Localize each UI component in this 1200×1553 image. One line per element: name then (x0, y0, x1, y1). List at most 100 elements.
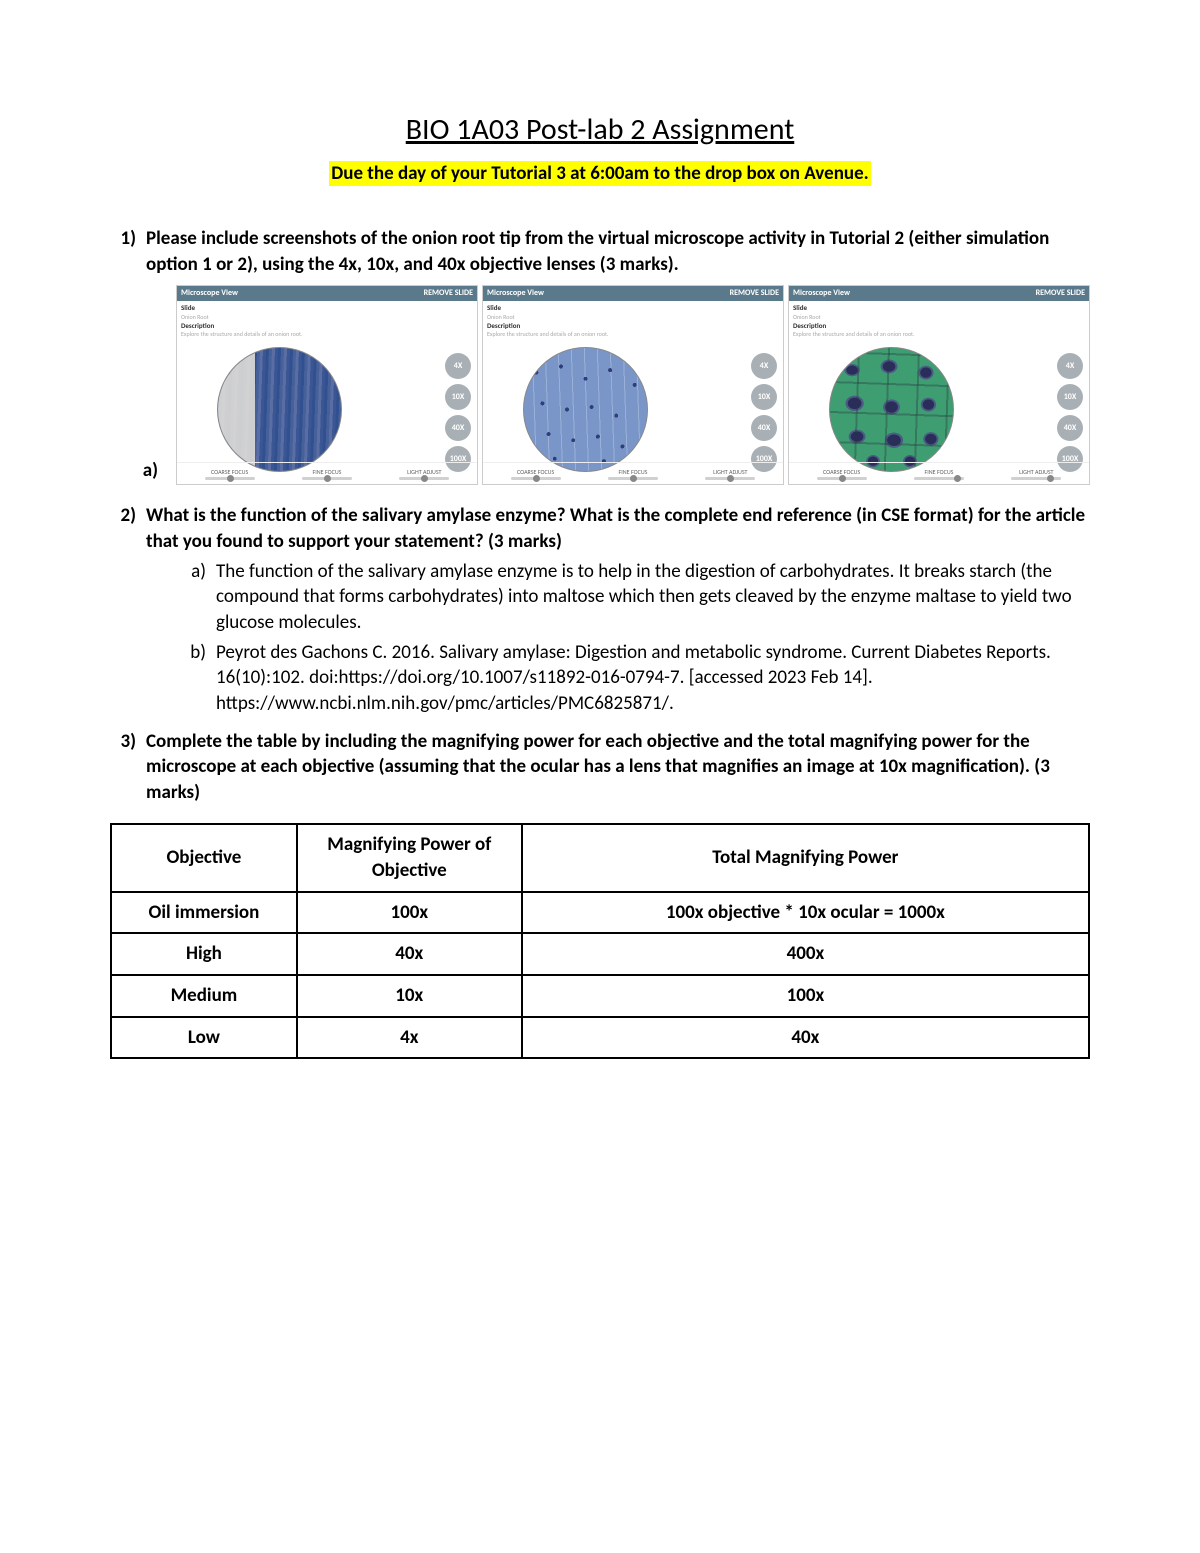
mag-4x-button[interactable]: 4X (751, 353, 777, 379)
ms-header: Microscope View REMOVE SLIDE (789, 286, 1089, 301)
slider-light[interactable]: LIGHT ADJUST (1011, 468, 1061, 480)
question-3: 3) Complete the table by including the m… (110, 729, 1090, 806)
desc-label: Description (793, 321, 826, 330)
slide-value: Onion Root (487, 313, 779, 321)
ms-footer: COARSE FOCUS FINE FOCUS LIGHT ADJUST (177, 462, 477, 484)
question-list: 1) Please include screenshots of the oni… (110, 226, 1090, 277)
mag-buttons: 4X 10X 40X 100X (751, 353, 777, 472)
desc-value: Explore the structure and details of an … (793, 330, 1085, 338)
sample-view-10x (523, 347, 648, 472)
microscope-panel-40x: Microscope View REMOVE SLIDE Slide Onion… (788, 285, 1090, 485)
ms-remove-slide[interactable]: REMOVE SLIDE (1036, 288, 1085, 299)
sample-view-40x (829, 347, 954, 472)
slide-label: Slide (181, 303, 195, 312)
slider-light[interactable]: LIGHT ADJUST (399, 468, 449, 480)
q2-sublist: a) The function of the salivary amylase … (186, 559, 1090, 717)
mag-40x-button[interactable]: 40X (751, 415, 777, 441)
microscope-panel-10x: Microscope View REMOVE SLIDE Slide Onion… (482, 285, 784, 485)
slide-label: Slide (487, 303, 501, 312)
magnification-table: Objective Magnifying Power of Objective … (110, 823, 1090, 1059)
ms-header-title: Microscope View (793, 288, 850, 299)
table-row: Oil immersion 100x 100x objective * 10x … (111, 892, 1089, 934)
screenshot-row: a) Microscope View REMOVE SLIDE Slide On… (110, 285, 1090, 485)
microscope-panel-4x: Microscope View REMOVE SLIDE Slide Onion… (176, 285, 478, 485)
ms-meta: Slide Onion Root Description Explore the… (177, 301, 477, 339)
th-mag-power: Magnifying Power of Objective (297, 824, 522, 891)
ms-footer: COARSE FOCUS FINE FOCUS LIGHT ADJUST (789, 462, 1089, 484)
slider-light[interactable]: LIGHT ADJUST (705, 468, 755, 480)
q2-b-text: Peyrot des Gachons C. 2016. Salivary amy… (216, 640, 1090, 717)
sample-view-4x (217, 347, 342, 472)
th-objective: Objective (111, 824, 297, 891)
mag-40x-button[interactable]: 40X (445, 415, 471, 441)
question-2: 2) What is the function of the salivary … (110, 503, 1090, 720)
ms-remove-slide[interactable]: REMOVE SLIDE (424, 288, 473, 299)
th-total-mag: Total Magnifying Power (522, 824, 1089, 891)
slider-fine[interactable]: FINE FOCUS (914, 468, 964, 480)
slide-value: Onion Root (793, 313, 1085, 321)
mag-buttons: 4X 10X 40X 100X (1057, 353, 1083, 472)
q2-a: a) The function of the salivary amylase … (186, 559, 1090, 636)
q2-number: 2) (110, 503, 146, 720)
cell: 100x (522, 975, 1089, 1017)
ms-footer: COARSE FOCUS FINE FOCUS LIGHT ADJUST (483, 462, 783, 484)
slider-fine-label: FINE FOCUS (925, 468, 954, 476)
table-row: High 40x 400x (111, 933, 1089, 975)
desc-label: Description (487, 321, 520, 330)
page-title: BIO 1A03 Post-lab 2 Assignment (110, 110, 1090, 151)
cell: High (111, 933, 297, 975)
ms-meta: Slide Onion Root Description Explore the… (789, 301, 1089, 339)
ms-header: Microscope View REMOVE SLIDE (177, 286, 477, 301)
q1-number: 1) (110, 226, 146, 277)
question-list-2: 2) What is the function of the salivary … (110, 503, 1090, 805)
cell: 100x objective * 10x ocular = 1000x (522, 892, 1089, 934)
ms-remove-slide[interactable]: REMOVE SLIDE (730, 288, 779, 299)
due-line: Due the day of your Tutorial 3 at 6:00am… (110, 161, 1090, 187)
cell: Low (111, 1017, 297, 1059)
q3-text: Complete the table by including the magn… (146, 729, 1090, 806)
slider-coarse[interactable]: COARSE FOCUS (205, 468, 255, 480)
slider-fine[interactable]: FINE FOCUS (302, 468, 352, 480)
cell: Oil immersion (111, 892, 297, 934)
mag-10x-button[interactable]: 10X (751, 384, 777, 410)
q2-b: b) Peyrot des Gachons C. 2016. Salivary … (186, 640, 1090, 717)
ms-header-title: Microscope View (487, 288, 544, 299)
mag-buttons: 4X 10X 40X 100X (445, 353, 471, 472)
q1-sub-a-label: a) (110, 458, 176, 486)
slide-value: Onion Root (181, 313, 473, 321)
q2-a-letter: a) (186, 559, 216, 636)
ms-meta: Slide Onion Root Description Explore the… (483, 301, 783, 339)
cell: 40x (522, 1017, 1089, 1059)
cell: Medium (111, 975, 297, 1017)
desc-value: Explore the structure and details of an … (487, 330, 779, 338)
mag-40x-button[interactable]: 40X (1057, 415, 1083, 441)
desc-value: Explore the structure and details of an … (181, 330, 473, 338)
cell: 10x (297, 975, 522, 1017)
cell: 4x (297, 1017, 522, 1059)
mag-10x-button[interactable]: 10X (1057, 384, 1083, 410)
mag-4x-button[interactable]: 4X (1057, 353, 1083, 379)
table-row: Low 4x 40x (111, 1017, 1089, 1059)
table-header-row: Objective Magnifying Power of Objective … (111, 824, 1089, 891)
mag-4x-button[interactable]: 4X (445, 353, 471, 379)
q2-a-text: The function of the salivary amylase enz… (216, 559, 1090, 636)
cell: 100x (297, 892, 522, 934)
ms-header-title: Microscope View (181, 288, 238, 299)
ms-header: Microscope View REMOVE SLIDE (483, 286, 783, 301)
cell: 400x (522, 933, 1089, 975)
mag-10x-button[interactable]: 10X (445, 384, 471, 410)
desc-label: Description (181, 321, 214, 330)
slide-label: Slide (793, 303, 807, 312)
slider-fine[interactable]: FINE FOCUS (608, 468, 658, 480)
slider-coarse[interactable]: COARSE FOCUS (511, 468, 561, 480)
table-row: Medium 10x 100x (111, 975, 1089, 1017)
q2-b-letter: b) (186, 640, 216, 717)
screenshots-container: Microscope View REMOVE SLIDE Slide Onion… (176, 285, 1090, 485)
q1-text: Please include screenshots of the onion … (146, 226, 1090, 277)
q2-body: What is the function of the salivary amy… (146, 503, 1090, 720)
cell: 40x (297, 933, 522, 975)
question-1: 1) Please include screenshots of the oni… (110, 226, 1090, 277)
due-text: Due the day of your Tutorial 3 at 6:00am… (329, 161, 870, 186)
slider-coarse[interactable]: COARSE FOCUS (817, 468, 867, 480)
q2-text: What is the function of the salivary amy… (146, 504, 1085, 553)
